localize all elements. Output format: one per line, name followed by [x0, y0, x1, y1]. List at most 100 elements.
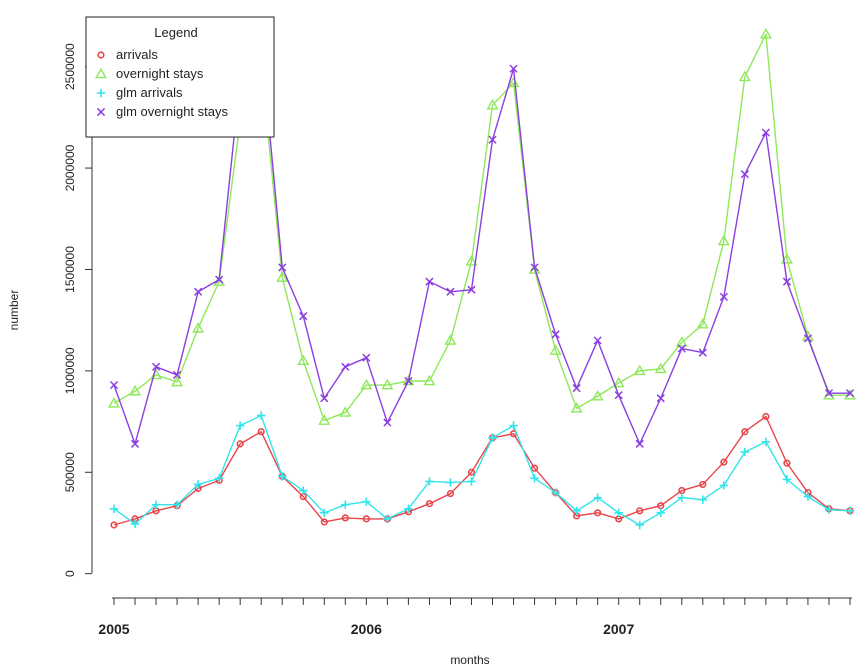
data-point	[656, 394, 665, 403]
data-point	[720, 458, 728, 466]
data-point	[675, 336, 688, 347]
data-point	[172, 370, 182, 380]
x-tick-label: 2005	[98, 621, 129, 637]
data-point	[719, 481, 729, 490]
data-point	[488, 135, 497, 144]
data-point	[636, 507, 644, 515]
data-point	[761, 128, 770, 137]
data-point	[740, 170, 749, 179]
data-point	[341, 514, 349, 522]
y-axis-ticks: 0 500000 1000000 1500000 2000000 2500000	[63, 43, 92, 577]
data-point	[276, 271, 289, 282]
data-point	[614, 391, 623, 400]
data-point	[467, 285, 476, 294]
data-point	[783, 459, 791, 467]
x-axis-title: months	[450, 653, 489, 667]
x-axis-ticks: 2005 2006 2007	[98, 598, 851, 637]
data-point	[278, 472, 287, 481]
data-point	[678, 486, 686, 495]
data-point	[299, 486, 308, 495]
data-point	[656, 508, 665, 518]
data-point	[740, 447, 750, 457]
data-point	[845, 389, 855, 398]
data-point	[759, 28, 772, 39]
data-point	[635, 520, 644, 530]
data-point	[698, 495, 707, 504]
data-point	[594, 509, 602, 517]
legend-items: arrivals overnight stays glm arrivals glm o…	[94, 47, 228, 119]
data-point	[425, 477, 434, 486]
legend-label: glm arrivals	[116, 85, 183, 100]
data-point	[593, 493, 602, 502]
data-point	[383, 514, 392, 524]
data-point	[341, 500, 350, 509]
legend-label: arrivals	[116, 47, 158, 62]
data-point	[110, 521, 118, 529]
data-point	[467, 468, 476, 476]
data-point	[446, 287, 455, 296]
data-point	[446, 478, 455, 487]
data-point	[257, 411, 266, 420]
data-point	[780, 253, 793, 264]
data-point	[654, 362, 667, 374]
data-point	[320, 394, 329, 403]
data-point	[194, 287, 203, 296]
data-point	[446, 489, 455, 498]
data-point	[465, 255, 478, 266]
data-point	[130, 519, 140, 529]
data-point	[803, 492, 813, 501]
data-point	[591, 390, 604, 401]
data-point	[782, 475, 792, 484]
data-point	[657, 502, 665, 510]
data-point	[761, 437, 771, 447]
legend-item-glm-overnight-stays: glm overnight stays	[96, 104, 228, 119]
legend-box	[85, 16, 275, 138]
data-point	[782, 277, 792, 286]
data-point	[593, 336, 602, 345]
data-point	[109, 504, 119, 513]
data-point	[488, 433, 497, 442]
data-point	[633, 364, 646, 376]
data-point	[425, 277, 434, 286]
data-point	[383, 418, 392, 427]
series-line-overnight-stays	[113, 33, 850, 422]
x-tick-label: 2007	[603, 621, 634, 637]
data-point	[299, 312, 308, 321]
data-point	[171, 375, 184, 387]
data-point	[551, 330, 560, 339]
data-point	[151, 362, 161, 371]
data-point	[677, 344, 686, 353]
data-point	[717, 234, 730, 246]
data-point	[339, 406, 352, 417]
data-point	[509, 64, 518, 73]
data-point	[278, 263, 287, 272]
data-point	[507, 76, 520, 88]
data-point	[107, 397, 121, 408]
data-point	[318, 414, 331, 425]
data-point	[402, 374, 415, 386]
data-point	[549, 344, 562, 355]
data-point	[803, 334, 813, 343]
data-point	[572, 384, 581, 393]
data-point	[215, 275, 224, 284]
data-point	[360, 378, 373, 390]
series-layer	[107, 28, 857, 530]
legend-marker	[96, 107, 106, 117]
data-point	[423, 374, 436, 386]
series-line-arrivals	[113, 415, 851, 526]
data-point	[719, 292, 728, 301]
data-point	[320, 518, 328, 526]
data-point	[172, 500, 182, 509]
data-point	[824, 389, 834, 398]
legend-item-arrivals: arrivals	[97, 47, 158, 62]
legend-item-overnight-stays: overnight stays	[94, 66, 204, 81]
y-axis-title: number	[7, 290, 21, 331]
data-point	[236, 440, 244, 448]
data-point	[129, 384, 142, 396]
y-tick-label: 500000	[63, 452, 77, 492]
data-point	[381, 378, 394, 390]
data-point	[425, 500, 434, 508]
data-point	[320, 508, 329, 518]
series-line-glm-arrivals	[113, 414, 851, 526]
legend-title: Legend	[154, 25, 197, 40]
